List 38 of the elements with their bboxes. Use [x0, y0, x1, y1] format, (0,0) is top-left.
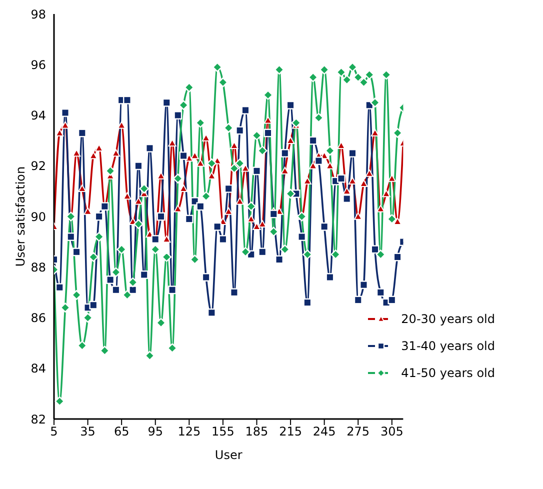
y-tick-label: 96: [30, 58, 46, 72]
point: [365, 169, 374, 177]
point: [382, 190, 390, 198]
legend-label: 20-30 years old: [401, 312, 495, 326]
x-tick-label: 155: [212, 424, 234, 439]
y-tick-label: 84: [30, 362, 46, 376]
x-tick-label: 35: [80, 424, 96, 439]
point: [247, 214, 256, 222]
y-tick-label: 94: [30, 108, 46, 123]
x-tick-label: 5: [50, 424, 58, 439]
legend-label: 31-40 years old: [401, 338, 495, 352]
point: [196, 159, 205, 167]
x-tick-label: 95: [148, 424, 164, 439]
x-tick-label: 245: [312, 424, 336, 439]
point: [286, 136, 295, 144]
x-tick-label: 215: [279, 424, 302, 439]
x-tick-label: 275: [346, 424, 370, 439]
point: [174, 204, 182, 212]
point: [78, 184, 86, 192]
point: [162, 235, 171, 243]
point: [236, 197, 244, 205]
y-tick-label: 98: [30, 7, 46, 22]
x-tick-label: 125: [178, 424, 201, 439]
x-axis-title: User: [214, 448, 242, 462]
y-tick-label: 86: [30, 311, 46, 326]
y-tick-label: 92: [30, 159, 46, 174]
x-tick-label: 65: [114, 424, 130, 439]
x-tick-label: 185: [245, 424, 268, 439]
y-tick-label: 88: [30, 260, 46, 274]
y-axis-title: User satisfaction: [13, 166, 28, 267]
point: [342, 187, 351, 195]
point: [56, 128, 64, 136]
point: [84, 207, 92, 215]
y-tick-label: 82: [30, 412, 46, 426]
y-tick-label: 90: [30, 210, 46, 224]
legend-label: 41-50 years old: [401, 366, 495, 380]
x-tick-label: 305: [380, 424, 404, 439]
point: [258, 220, 266, 228]
